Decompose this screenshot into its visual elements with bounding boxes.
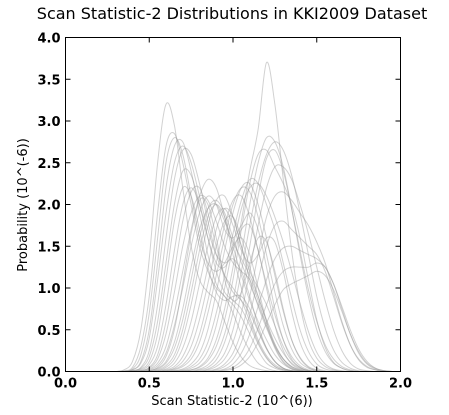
y-tick-label: 0.5 — [37, 324, 60, 339]
y-tick-label: 0.0 — [37, 366, 60, 381]
series-line-5 — [65, 145, 401, 372]
x-tick-label: 0.0 — [54, 377, 77, 392]
x-axis-label: Scan Statistic-2 (10^(6)) — [151, 394, 312, 409]
series-line-37 — [65, 270, 401, 372]
series-line-31 — [65, 149, 401, 372]
y-tick-label: 3.0 — [37, 115, 60, 130]
y-tick-label: 1.0 — [37, 282, 60, 297]
series-group — [65, 61, 401, 372]
chart-title: Scan Statistic-2 Distributions in KKI200… — [37, 4, 427, 23]
y-axis: 0.0 0.5 1.0 1.5 2.0 2.5 3.0 3.5 4.0 — [37, 32, 401, 381]
y-tick-label: 3.5 — [37, 73, 60, 88]
x-tick-label: 2.0 — [389, 377, 412, 392]
series-line-6 — [65, 147, 401, 372]
series-line-2 — [65, 131, 401, 372]
series-line-28 — [65, 148, 401, 372]
y-tick-label: 2.5 — [37, 157, 60, 172]
x-tick-label: 1.5 — [305, 377, 328, 392]
y-axis-label: Probability (10^(-6)) — [16, 138, 31, 272]
y-tick-label: 4.0 — [37, 32, 60, 47]
x-axis: 0.0 0.5 1.0 1.5 2.0 — [54, 37, 412, 392]
y-tick-label: 2.0 — [37, 199, 60, 214]
x-tick-label: 1.0 — [221, 377, 244, 392]
x-tick-label: 0.5 — [138, 377, 161, 392]
y-tick-label: 1.5 — [37, 240, 60, 255]
